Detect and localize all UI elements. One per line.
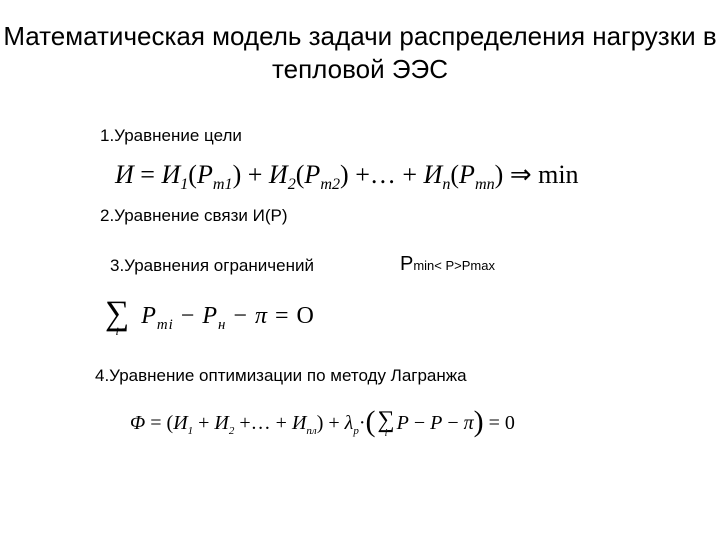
eq1-rp2: ) xyxy=(340,160,349,189)
eq3-minus2: − xyxy=(442,412,463,434)
eq3-I1: И xyxy=(173,412,187,434)
eq2-P: P xyxy=(141,303,157,329)
eq3-phi: Φ xyxy=(130,412,145,434)
equation-objective: И = И1(Pm1) + И2(Pm2) +… + Иn(Pmn) ⇒ min xyxy=(115,160,579,194)
slide: Математическая модель задачи распределен… xyxy=(0,0,720,540)
eq1-lp1: ( xyxy=(188,160,197,189)
eq1-eq: = xyxy=(134,160,162,189)
eq1-m1: m1 xyxy=(213,176,233,193)
eq3-P2: P xyxy=(430,412,442,434)
eq1-I: И xyxy=(115,160,134,189)
eq3-plus2: + xyxy=(323,412,344,434)
eq2-minus2: − xyxy=(226,303,255,329)
eq3-lambda: λ xyxy=(345,412,354,434)
eq1-I1: И xyxy=(161,160,180,189)
eq2-Pn: P xyxy=(202,303,218,329)
equation-balance: ∑ i Pmi − Pн − π = O xyxy=(105,300,315,337)
eq3-P: P xyxy=(397,412,409,434)
eq3-dot: · xyxy=(359,412,366,434)
eq1-Pn: P xyxy=(459,160,475,189)
eq3-minus1: − xyxy=(409,412,430,434)
eq3-plus1: + xyxy=(193,412,214,434)
eq2-terms: Pmi − Pн − π = O xyxy=(141,303,315,334)
eq1-plus2: + xyxy=(402,160,423,189)
item-4-lagrange: 4.Уравнение оптимизации по методу Лагран… xyxy=(95,365,467,387)
eq2-pi: π xyxy=(255,303,268,329)
eq3-In: И xyxy=(292,412,306,434)
eq1-mn: mn xyxy=(475,176,495,193)
p-min: min xyxy=(413,258,434,273)
eq1-rp1: ) xyxy=(233,160,242,189)
eq1-P2: P xyxy=(304,160,320,189)
power-constraint: Pmin< P>Pmax xyxy=(400,253,495,276)
eq2-eqzero: = O xyxy=(268,303,315,329)
eq3-sigma-symbol: ∑ xyxy=(377,410,394,430)
eq1-arrow: ⇒ xyxy=(503,160,538,189)
eq2-minus1: − xyxy=(174,303,203,329)
eq1-In: И xyxy=(424,160,443,189)
eq1-I2: И xyxy=(269,160,288,189)
p-mid: < P> xyxy=(434,258,461,273)
eq3-sigma-icon: ∑i xyxy=(377,410,394,439)
p-big: P xyxy=(400,253,413,275)
eq3-I2: И xyxy=(214,412,228,434)
p-max: Pmax xyxy=(462,258,495,273)
eq1-min: min xyxy=(538,160,578,189)
slide-title: Математическая модель задачи распределен… xyxy=(0,20,720,85)
eq2-mi: mi xyxy=(157,317,174,333)
eq3-snm: nл xyxy=(306,425,316,437)
eq1-rpn: ) xyxy=(495,160,504,189)
eq1-plus1: + xyxy=(241,160,269,189)
item-2-relation: 2.Уравнение связи И(P) xyxy=(100,205,288,227)
eq3-eqzero: = 0 xyxy=(484,412,515,434)
eq1-lpn: ( xyxy=(450,160,459,189)
sigma-symbol: ∑ xyxy=(105,300,129,327)
eq3-pi: π xyxy=(464,412,474,434)
sigma-icon: ∑ i xyxy=(105,300,129,337)
eq3-dots: +… + xyxy=(234,412,292,434)
eq1-dots: +… xyxy=(349,160,403,189)
eq1-sub2: 2 xyxy=(288,176,296,193)
equation-lagrange: Φ = (И1 + И2 +… + Иnл) + λp·(∑iP − P − π… xyxy=(130,410,515,439)
eq1-m2: m2 xyxy=(320,176,340,193)
eq3-eq: = xyxy=(145,412,166,434)
item-1-objective: 1.Уравнение цели xyxy=(100,125,242,147)
item-3-constraints: 3.Уравнения ограничений xyxy=(110,255,314,277)
eq1-P1: P xyxy=(197,160,213,189)
